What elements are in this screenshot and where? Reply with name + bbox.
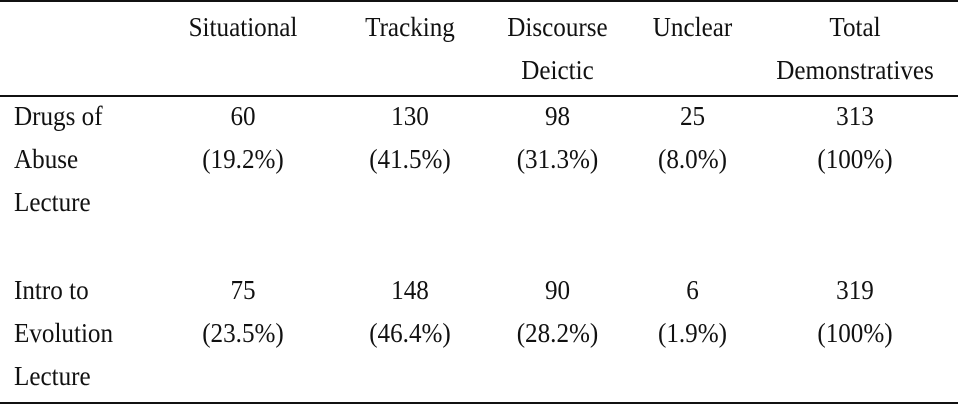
table-cell-drugs-situational: 60 (19.2%) [173,95,313,181]
table-cell-drugs-discourse-deictic: 98 (31.3%) [485,95,629,181]
column-header-situational: Situational [173,6,313,49]
column-header-tracking: Tracking [340,6,480,49]
table-cell-drugs-unclear: 25 (8.0%) [634,95,750,181]
row-label-intro-to-evolution-lecture: Intro to Evolution Lecture [14,269,113,398]
column-header-line: Tracking [365,12,455,42]
row-label-line: Intro to [14,275,89,305]
column-header-line: Demonstratives [776,55,934,85]
column-header-line: Unclear [652,12,733,42]
column-header-line: Total [829,12,881,42]
table-bottom-rule [0,402,958,404]
cell-count: 90 [544,275,571,305]
cell-count: 130 [391,101,429,131]
row-label-line: Abuse [14,144,79,174]
cell-count: 25 [679,101,706,131]
cell-percent: (1.9%) [657,318,728,348]
row-label-line: Lecture [14,187,91,217]
table-cell-evolution-discourse-deictic: 90 (28.2%) [485,269,629,355]
cell-percent: (100%) [817,144,893,174]
table-cell-evolution-situational: 75 (23.5%) [173,269,313,355]
cell-count: 319 [836,275,874,305]
table-cell-evolution-total: 319 (100%) [762,269,948,355]
column-header-unclear: Unclear [634,6,750,49]
row-label-line: Drugs of [14,101,103,131]
cell-percent: (19.2%) [202,144,284,174]
column-header-discourse-deictic: Discourse Deictic [485,6,629,92]
row-label-drugs-of-abuse-lecture: Drugs of Abuse Lecture [14,95,103,224]
column-header-total-demonstratives: Total Demonstratives [762,6,948,92]
row-label-line: Lecture [14,361,91,391]
cell-percent: (41.5%) [369,144,451,174]
cell-count: 148 [391,275,429,305]
cell-count: 6 [686,275,699,305]
column-header-line: Situational [188,12,298,42]
cell-percent: (31.3%) [516,144,599,174]
row-label-line: Evolution [14,318,114,348]
cell-count: 313 [836,101,874,131]
table-top-rule [0,0,958,2]
column-header-line: Discourse [507,12,608,42]
cell-percent: (46.4%) [369,318,451,348]
table-cell-drugs-total: 313 (100%) [762,95,948,181]
cell-percent: (100%) [817,318,893,348]
cell-percent: (8.0%) [657,144,728,174]
cell-percent: (23.5%) [202,318,284,348]
column-header-line: Deictic [521,55,594,85]
table-header-rule [0,95,958,97]
cell-count: 60 [230,101,256,131]
table-cell-evolution-tracking: 148 (46.4%) [340,269,480,355]
cell-count: 98 [544,101,571,131]
table-cell-drugs-tracking: 130 (41.5%) [340,95,480,181]
cell-count: 75 [230,275,256,305]
cell-percent: (28.2%) [516,318,599,348]
table-cell-evolution-unclear: 6 (1.9%) [634,269,750,355]
